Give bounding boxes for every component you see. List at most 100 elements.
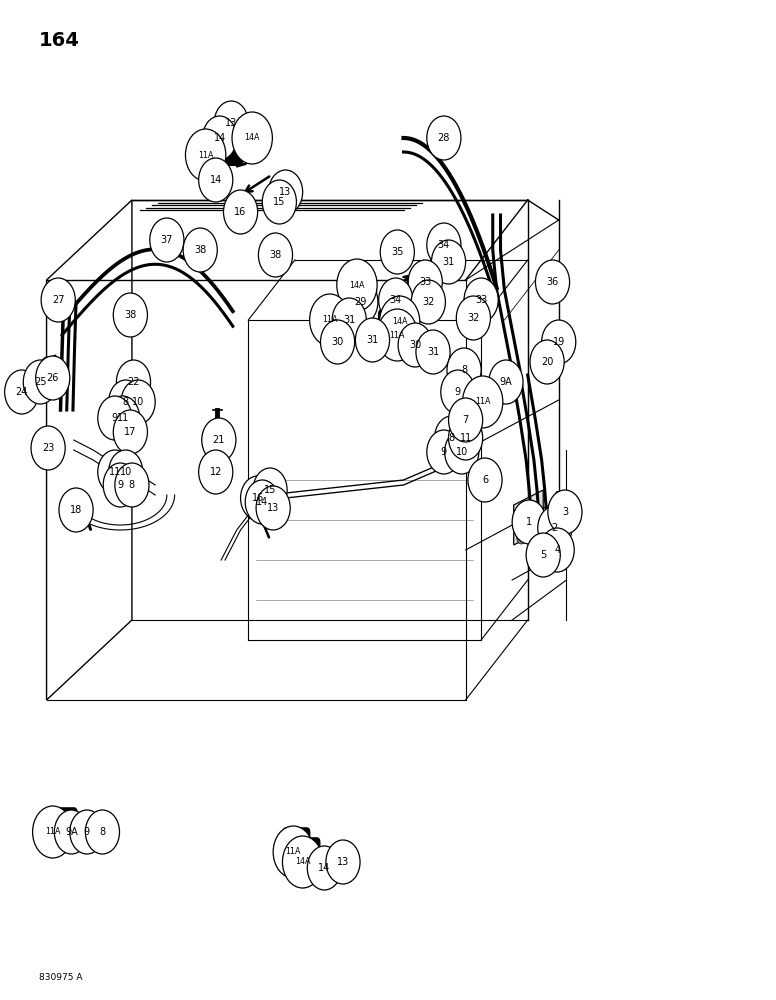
Circle shape — [332, 298, 366, 342]
Circle shape — [270, 186, 279, 198]
Text: 16: 16 — [251, 493, 264, 503]
Text: 34: 34 — [438, 240, 450, 250]
FancyBboxPatch shape — [211, 138, 242, 166]
Circle shape — [150, 218, 184, 262]
Text: 164: 164 — [39, 30, 80, 49]
Text: 10: 10 — [456, 447, 468, 457]
Circle shape — [427, 116, 461, 160]
Text: 14: 14 — [213, 133, 226, 143]
Circle shape — [464, 278, 498, 322]
Circle shape — [282, 836, 323, 888]
Text: 13: 13 — [225, 118, 237, 128]
Circle shape — [538, 506, 572, 550]
Text: 17: 17 — [124, 427, 137, 437]
Circle shape — [253, 468, 287, 512]
Circle shape — [42, 373, 51, 385]
Text: 11A: 11A — [390, 330, 405, 340]
Text: 11A: 11A — [475, 397, 490, 406]
Text: 38: 38 — [194, 245, 206, 255]
Circle shape — [380, 230, 414, 274]
Text: 8: 8 — [449, 433, 455, 443]
Circle shape — [416, 330, 450, 374]
Text: 2: 2 — [552, 523, 558, 533]
Circle shape — [31, 426, 65, 470]
Text: 33: 33 — [419, 277, 431, 287]
Circle shape — [411, 280, 445, 324]
Text: 14: 14 — [256, 497, 268, 507]
Circle shape — [258, 233, 293, 277]
Circle shape — [398, 323, 432, 367]
Circle shape — [103, 463, 137, 507]
Text: 26: 26 — [47, 373, 59, 383]
Text: 20: 20 — [541, 357, 553, 367]
Text: 13: 13 — [279, 187, 292, 197]
Circle shape — [535, 260, 570, 304]
Text: 36: 36 — [546, 277, 559, 287]
Circle shape — [268, 170, 303, 214]
Circle shape — [435, 416, 469, 460]
Circle shape — [548, 490, 582, 534]
Text: 29: 29 — [355, 297, 367, 307]
Text: 11A: 11A — [198, 150, 213, 159]
Circle shape — [526, 533, 560, 577]
Polygon shape — [37, 355, 56, 392]
Text: 9A: 9A — [65, 827, 78, 837]
Circle shape — [70, 810, 104, 854]
Text: 32: 32 — [422, 297, 435, 307]
Text: 34: 34 — [390, 295, 402, 305]
FancyBboxPatch shape — [378, 309, 406, 335]
Text: 10: 10 — [120, 467, 132, 477]
Text: 14: 14 — [318, 863, 331, 873]
Text: 31: 31 — [343, 315, 355, 325]
Circle shape — [106, 396, 140, 440]
Text: 21: 21 — [213, 435, 225, 445]
Text: 35: 35 — [391, 247, 404, 257]
Circle shape — [262, 180, 296, 224]
Text: 38: 38 — [124, 310, 137, 320]
Text: 8: 8 — [99, 827, 106, 837]
Circle shape — [98, 450, 132, 494]
Circle shape — [109, 450, 143, 494]
Text: 32: 32 — [467, 313, 480, 323]
Circle shape — [223, 190, 258, 234]
Circle shape — [427, 223, 461, 267]
Circle shape — [23, 360, 57, 404]
Text: 11A: 11A — [322, 316, 338, 324]
Text: 10: 10 — [132, 397, 144, 407]
Circle shape — [85, 810, 120, 854]
Text: 15: 15 — [264, 485, 276, 495]
Text: 16: 16 — [234, 207, 247, 217]
Text: 14A: 14A — [295, 857, 310, 866]
Polygon shape — [514, 490, 543, 545]
Text: 13: 13 — [337, 857, 349, 867]
Circle shape — [542, 320, 576, 364]
Text: 23: 23 — [42, 443, 54, 453]
Circle shape — [449, 398, 483, 442]
Circle shape — [512, 500, 546, 544]
Circle shape — [431, 240, 466, 284]
Circle shape — [54, 810, 88, 854]
Text: 8: 8 — [461, 365, 467, 375]
Text: 11A: 11A — [286, 848, 301, 856]
Text: 31: 31 — [366, 335, 379, 345]
Text: 9: 9 — [441, 447, 447, 457]
Circle shape — [241, 476, 275, 520]
Circle shape — [337, 259, 377, 311]
Text: 8: 8 — [123, 397, 129, 407]
Text: 28: 28 — [438, 133, 450, 143]
Text: 9: 9 — [455, 387, 461, 397]
Text: 25: 25 — [34, 377, 47, 387]
Circle shape — [515, 516, 525, 528]
Circle shape — [379, 296, 420, 348]
Text: 9: 9 — [117, 480, 123, 490]
Circle shape — [468, 458, 502, 502]
FancyBboxPatch shape — [349, 284, 377, 310]
Circle shape — [489, 360, 523, 404]
Circle shape — [530, 340, 564, 384]
Text: 15: 15 — [273, 197, 286, 207]
Circle shape — [116, 360, 151, 404]
Circle shape — [203, 116, 237, 160]
Text: 9: 9 — [84, 827, 90, 837]
Text: 14A: 14A — [392, 318, 407, 326]
Circle shape — [113, 293, 147, 337]
